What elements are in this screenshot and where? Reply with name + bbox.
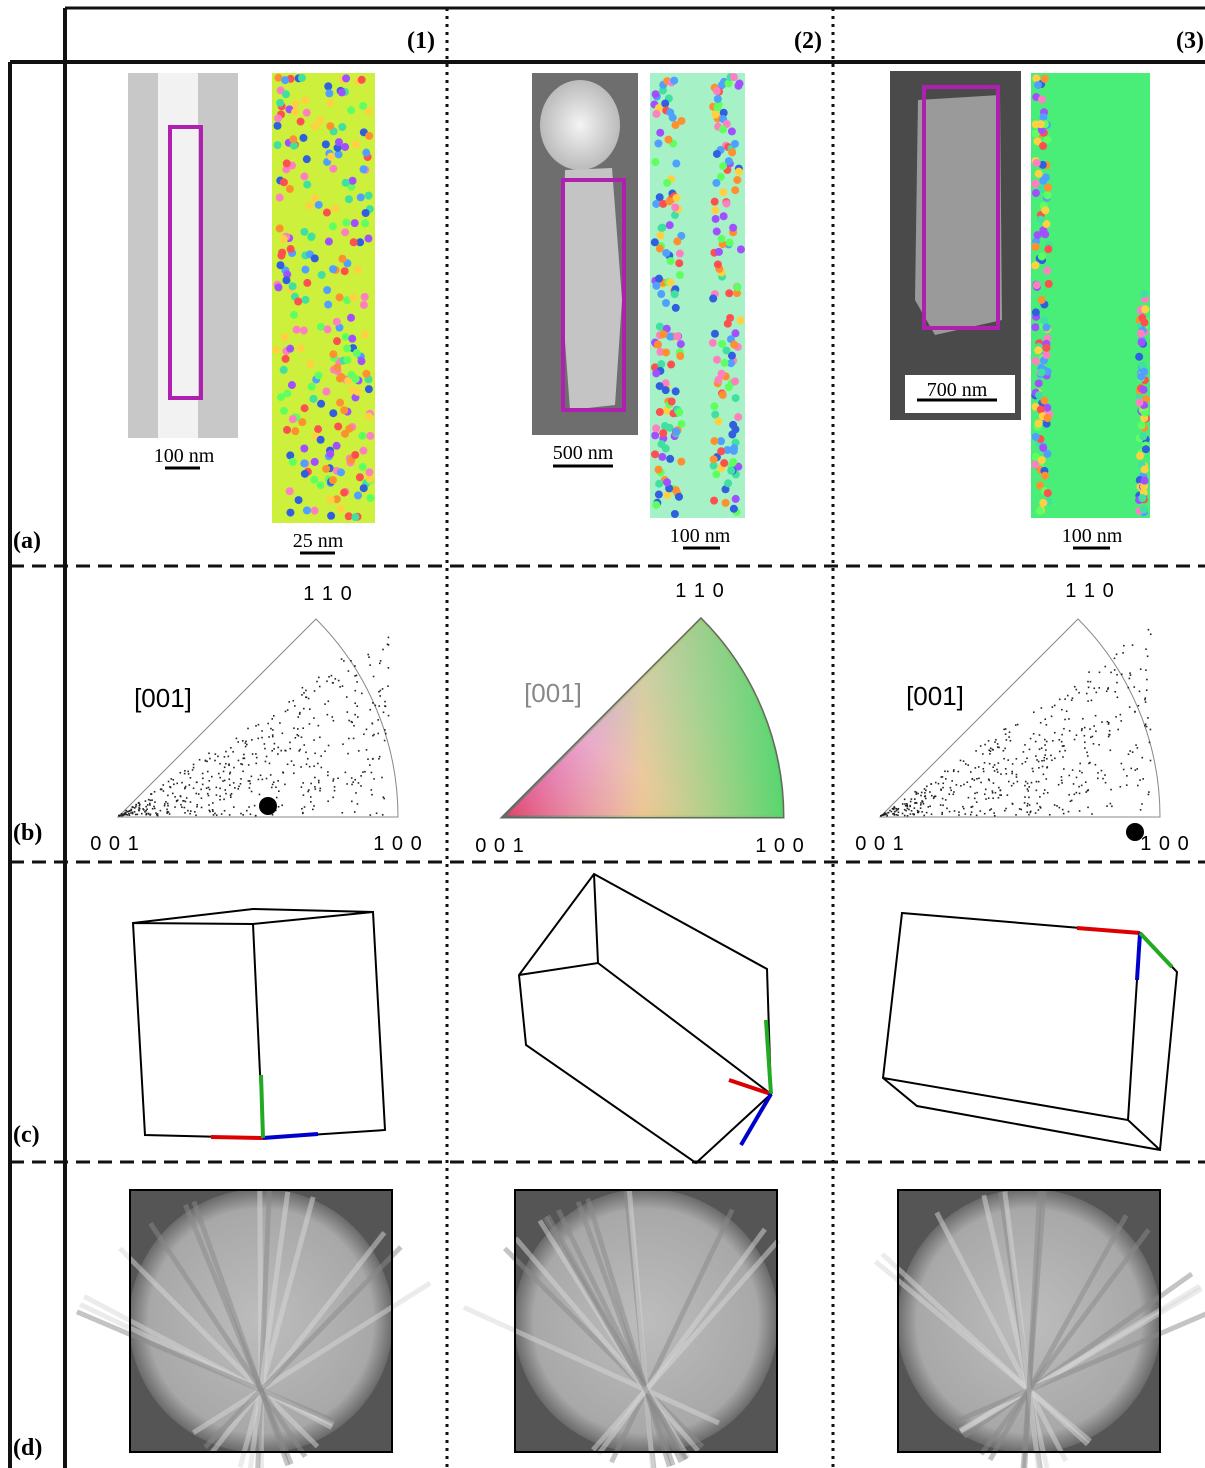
kikuchi-pattern: [464, 1189, 779, 1468]
unit-cell: [883, 913, 1177, 1150]
sem-image: [532, 73, 638, 435]
scale-label: 100 nm: [1062, 525, 1123, 547]
kikuchi-pattern: [876, 1189, 1205, 1468]
scale-label: 100 nm: [154, 445, 215, 467]
column-header: (1): [407, 28, 435, 54]
sem-image: [128, 73, 238, 438]
ipf-label: 1 1 0: [1065, 580, 1114, 602]
row-label: (c): [13, 1122, 40, 1148]
ipf-label: 1 1 0: [675, 580, 724, 602]
unit-cell: [519, 874, 771, 1163]
ipf-triangle: [880, 619, 1160, 841]
ipf-triangle: [118, 619, 398, 817]
sem-image: [890, 71, 1021, 420]
row-label: (b): [13, 820, 42, 846]
kikuchi-pattern: [77, 1189, 430, 1468]
row-label: (d): [13, 1435, 42, 1461]
ipf-label: 0 0 1: [475, 835, 524, 857]
scale-label: 100 nm: [670, 525, 731, 547]
column-header: (3): [1176, 28, 1204, 54]
ipf-label: 0 0 1: [90, 833, 139, 855]
ipf-triangle: [503, 619, 783, 817]
ipf-label: 1 0 0: [373, 833, 422, 855]
ipf-label: 1 1 0: [303, 583, 352, 605]
ipf-label: 0 0 1: [855, 833, 904, 855]
ipf-label: 1 0 0: [1140, 833, 1189, 855]
ipf-direction: [001]: [524, 678, 582, 708]
scale-label: 500 nm: [553, 442, 614, 464]
scale-label: 700 nm: [927, 379, 988, 401]
row-label: (a): [13, 528, 41, 554]
unit-cell: [133, 909, 385, 1138]
figure: (1) (2) (3) (a) (b) (c) (d) 100 nm 25 nm…: [0, 0, 1205, 1468]
scale-label: 25 nm: [293, 530, 344, 552]
ipf-direction: [001]: [134, 683, 192, 713]
ipf-direction: [001]: [906, 681, 964, 711]
column-header: (2): [794, 28, 822, 54]
ipf-label: 1 0 0: [755, 835, 804, 857]
